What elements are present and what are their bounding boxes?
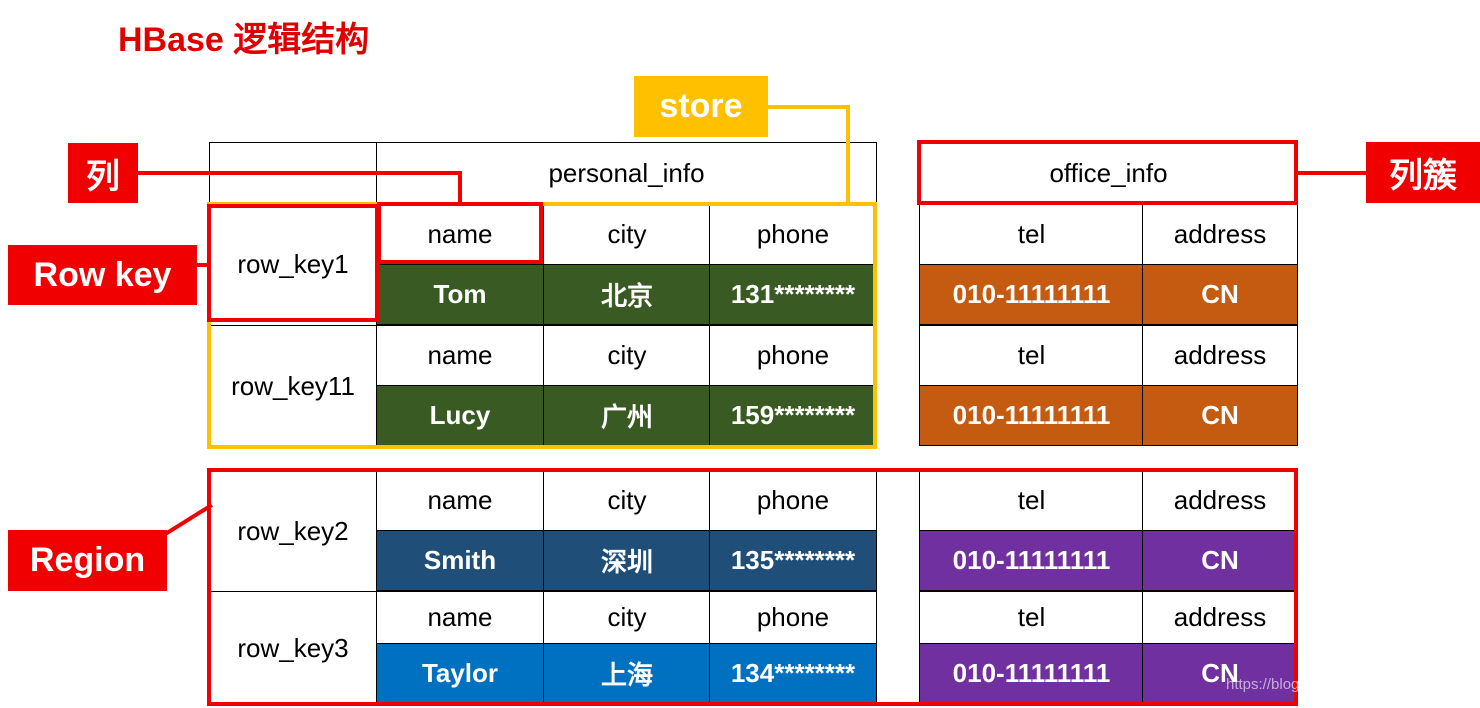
region-box bbox=[207, 468, 1298, 706]
cell-value: CN bbox=[1142, 264, 1298, 325]
cell-value: Smith bbox=[376, 530, 544, 591]
column-name: tel bbox=[919, 591, 1144, 644]
column-name: name bbox=[376, 325, 544, 386]
cell-value: 010-11111111 bbox=[919, 530, 1144, 591]
column-label: 列 bbox=[68, 143, 138, 203]
cell-value: CN bbox=[1142, 385, 1298, 446]
cell-value: Lucy bbox=[376, 385, 544, 446]
cell-value: 135******** bbox=[709, 530, 877, 591]
region-label: Region bbox=[8, 530, 167, 591]
column-name: phone bbox=[709, 325, 877, 386]
region-line bbox=[160, 503, 214, 539]
cell-value: 131******** bbox=[709, 264, 877, 325]
column-line bbox=[458, 171, 462, 203]
cell-value: 010-11111111 bbox=[919, 643, 1144, 704]
cell-value: CN bbox=[1142, 530, 1298, 591]
column-name: address bbox=[1142, 325, 1298, 386]
store-label: store bbox=[634, 76, 768, 137]
column-line bbox=[138, 171, 462, 175]
column-name: city bbox=[543, 591, 711, 644]
column-name: phone bbox=[709, 203, 877, 265]
family-label: 列簇 bbox=[1366, 142, 1480, 203]
row-key: row_key2 bbox=[209, 470, 377, 592]
cell-value: 北京 bbox=[543, 264, 711, 325]
family-header: office_info bbox=[919, 142, 1298, 204]
cell-value: 010-11111111 bbox=[919, 264, 1144, 325]
cell-value: CN bbox=[1142, 643, 1298, 704]
title: HBase 逻辑结构 bbox=[118, 21, 370, 59]
cell-value: 134******** bbox=[709, 643, 877, 704]
cell-value: Taylor bbox=[376, 643, 544, 704]
row-key-box bbox=[207, 204, 379, 322]
family-box bbox=[917, 140, 1298, 205]
column-name: address bbox=[1142, 203, 1298, 265]
cell-value: 159******** bbox=[709, 385, 877, 446]
cell-value: 上海 bbox=[543, 643, 711, 704]
store-line bbox=[766, 105, 850, 109]
column-box bbox=[377, 202, 543, 264]
watermark: https://blog bbox=[1226, 676, 1300, 693]
store-line bbox=[846, 105, 850, 204]
row-key-label: Row key bbox=[8, 245, 197, 305]
row-key: row_key3 bbox=[209, 591, 377, 705]
column-name: address bbox=[1142, 470, 1298, 531]
cell-value: 010-11111111 bbox=[919, 385, 1144, 446]
column-name: tel bbox=[919, 470, 1144, 531]
column-name: phone bbox=[709, 591, 877, 644]
column-name: phone bbox=[709, 470, 877, 531]
column-name: city bbox=[543, 325, 711, 386]
family-line bbox=[1297, 171, 1367, 175]
row-key-line bbox=[195, 263, 209, 267]
column-name: tel bbox=[919, 203, 1144, 265]
column-name: tel bbox=[919, 325, 1144, 386]
